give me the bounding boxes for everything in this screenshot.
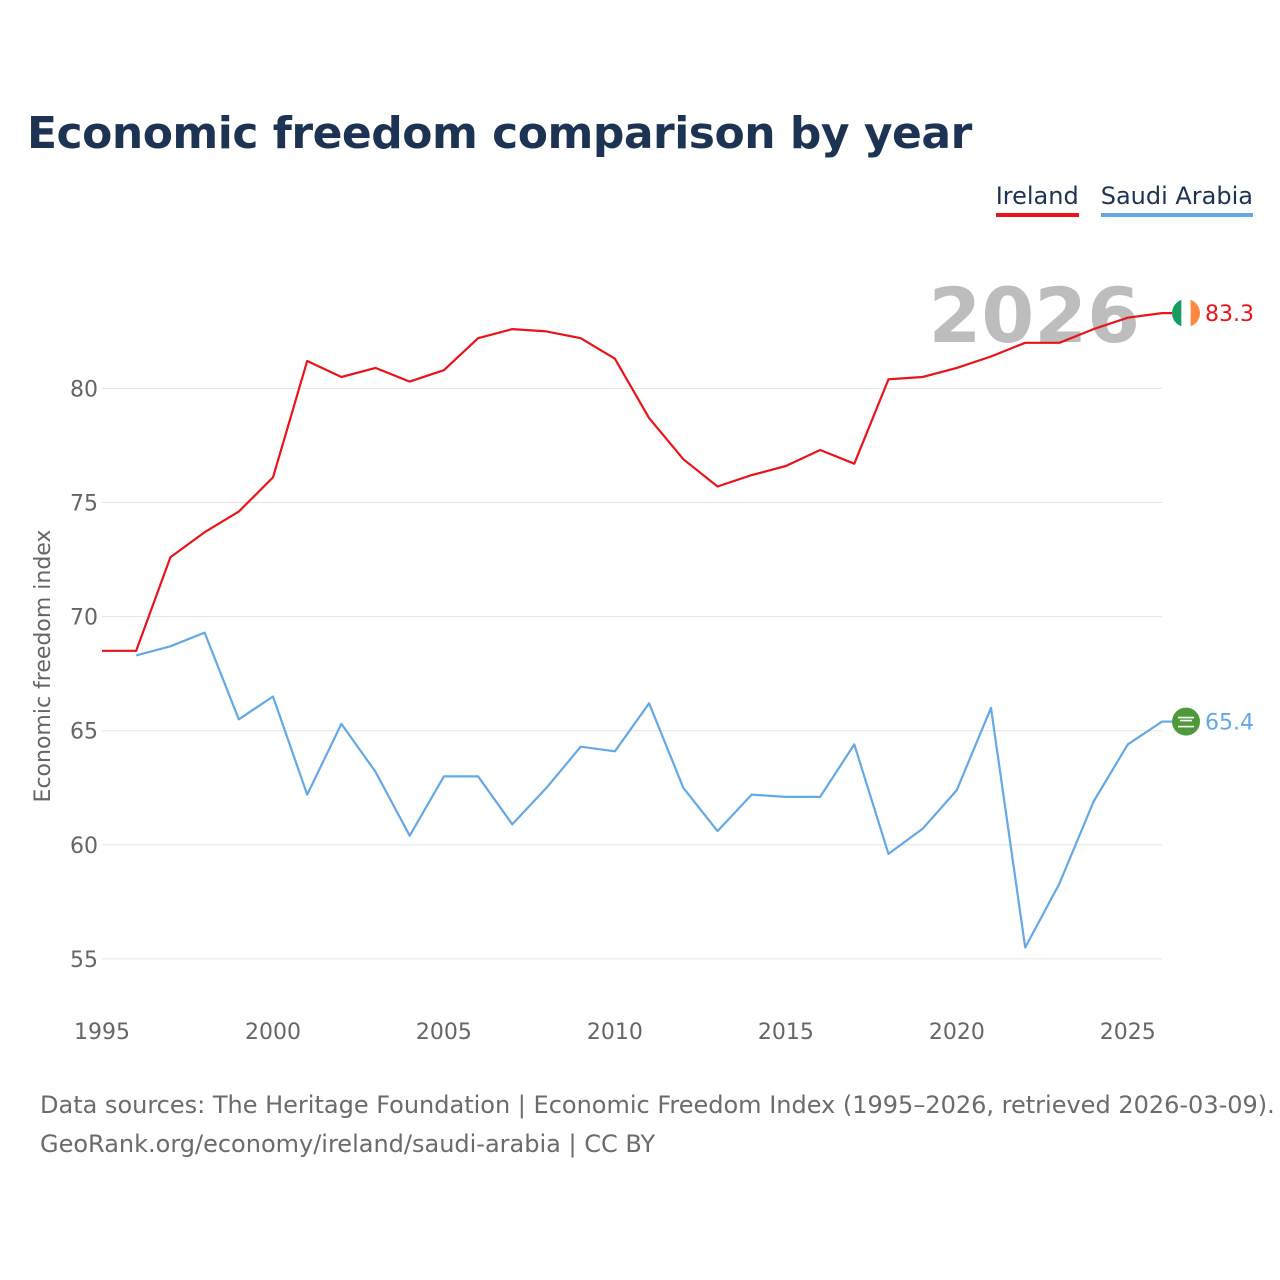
x-tick-label-2025: 2025	[1100, 1020, 1156, 1045]
legend: Ireland Saudi Arabia	[995, 182, 1253, 217]
y-tick-label-65: 65	[70, 720, 98, 745]
end-value-label-ireland: 83.3	[1205, 302, 1254, 327]
x-tick-label-2020: 2020	[929, 1020, 985, 1045]
year-label: 2026	[928, 271, 1140, 360]
ireland-flag-icon	[1172, 299, 1200, 328]
line-chart: 55 60 65 70 75 80 1995 2000 2005 2010 2015 2020 2025…	[31, 271, 1254, 1045]
end-value-label-saudi-arabia: 65.4	[1205, 711, 1254, 736]
y-tick-label-75: 75	[70, 492, 98, 517]
x-tick-label-2010: 2010	[587, 1020, 643, 1045]
x-tick-label-2015: 2015	[758, 1020, 814, 1045]
flag-bg	[1172, 707, 1200, 736]
data-sources: Data sources: The Heritage Foundation | …	[40, 1086, 1275, 1164]
y-tick-label-70: 70	[70, 606, 98, 631]
legend-item-ireland[interactable]: Ireland	[995, 182, 1079, 217]
sources-line-2: GeoRank.org/economy/ireland/saudi-arabia…	[40, 1130, 656, 1158]
series-line-saudi-arabia[interactable]	[135, 631, 1163, 949]
x-tick-label-1995: 1995	[74, 1020, 130, 1045]
x-tick-label-2005: 2005	[416, 1020, 472, 1045]
legend-item-saudi-arabia[interactable]: Saudi Arabia	[1100, 182, 1253, 217]
series-line-ireland[interactable]	[102, 312, 1163, 652]
y-tick-label-80: 80	[70, 377, 98, 402]
flag-script	[1178, 716, 1194, 722]
sources-line-1: Data sources: The Heritage Foundation | …	[40, 1091, 1275, 1119]
chart-title: Economic freedom comparison by year	[27, 108, 972, 159]
y-tick-label-60: 60	[70, 834, 98, 859]
y-tick-label-55: 55	[70, 948, 98, 973]
saudi-arabia-flag-icon	[1172, 707, 1200, 736]
y-axis-label: Economic freedom index	[31, 530, 56, 803]
x-tick-label-2000: 2000	[245, 1020, 301, 1045]
